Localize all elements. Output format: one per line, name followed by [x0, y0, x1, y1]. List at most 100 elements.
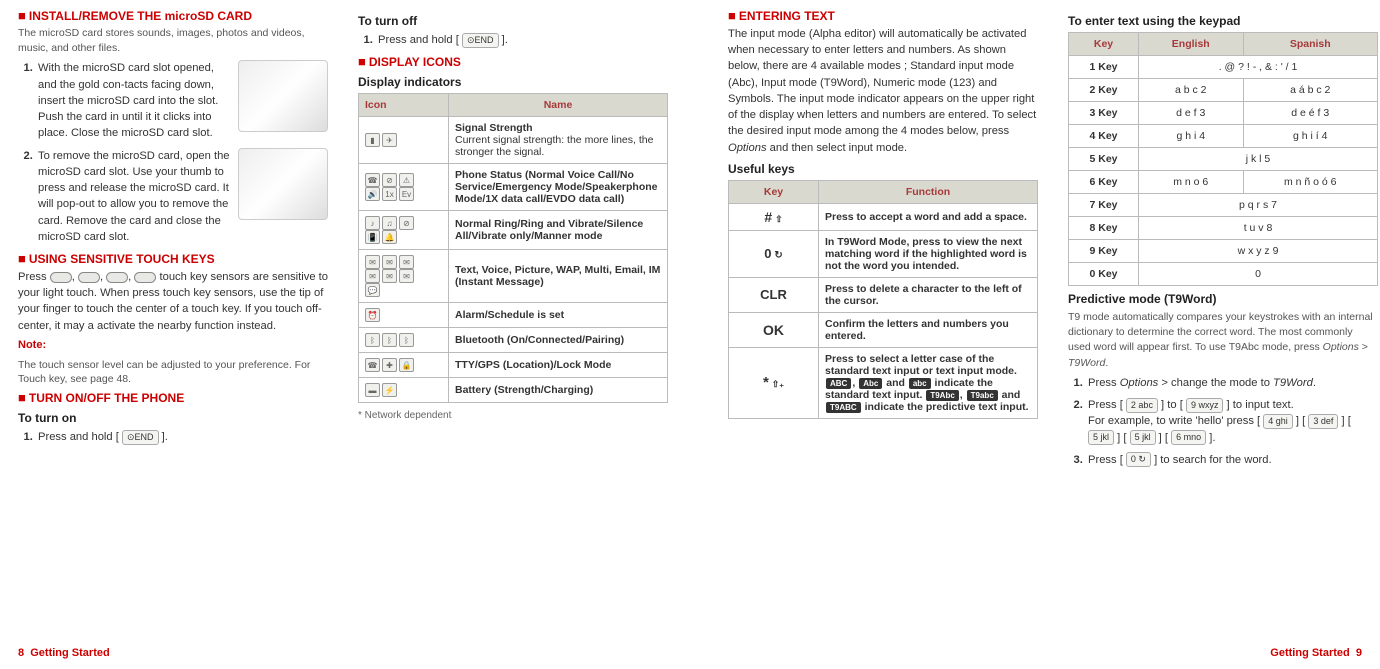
table-row: # ⇧ Press to accept a word and add a spa…	[729, 203, 1038, 230]
name-cell: Signal StrengthCurrent signal strength: …	[449, 117, 668, 164]
tty-icon: ☎	[365, 358, 380, 372]
func-cell: Press to select a letter case of the sta…	[819, 347, 1038, 418]
heading-onoff-text: TURN ON/OFF THE PHONE	[29, 391, 184, 405]
display-icons-table: Icon Name ▮✈ Signal StrengthCurrent sign…	[358, 93, 668, 403]
icon-cell: ☎⊘⚠🔊1xEv	[359, 164, 449, 211]
table-row: ♪♫⊘📳🔔 Normal Ring/Ring and Vibrate/Silen…	[359, 211, 668, 250]
install-steps: With the microSD card slot opened, and t…	[18, 60, 328, 245]
merged-cell: j k l 5	[1139, 148, 1378, 171]
manner-icon: 🔔	[382, 230, 397, 244]
table-row: ᛒᛒᛒ Bluetooth (On/Connected/Pairing)	[359, 328, 668, 353]
mode-abc-lower-icon: abc	[909, 378, 931, 389]
th-function: Function	[819, 180, 1038, 203]
column-4: To enter text using the keypad Key Engli…	[1068, 8, 1378, 474]
heading-indicators: Display indicators	[358, 75, 668, 89]
key-cell: * ⇧₊	[729, 347, 819, 418]
heading-touch-text: USING SENSITIVE TOUCH KEYS	[29, 252, 215, 266]
silence-icon: ⊘	[399, 216, 414, 230]
predictive-paragraph: T9 mode automatically compares your keys…	[1068, 310, 1378, 371]
note-label: Note:	[18, 338, 328, 354]
table-row: ▬⚡ Battery (Strength/Charging)	[359, 378, 668, 403]
th-english: English	[1139, 33, 1244, 56]
heading-entering-text-label: ENTERING TEXT	[739, 9, 835, 23]
heading-predictive: Predictive mode (T9Word)	[1068, 292, 1378, 306]
mode-abc-title-icon: Abc	[859, 378, 882, 389]
icon-cell: ▮✈	[359, 117, 449, 164]
func-cell: In T9Word Mode, press to view the next m…	[819, 230, 1038, 277]
install-step-1-text: With the microSD card slot opened, and t…	[38, 62, 218, 139]
bt-pair-icon: ᛒ	[399, 333, 414, 347]
table-row: * ⇧₊ Press to select a letter case of th…	[729, 347, 1038, 418]
icon-cell: ♪♫⊘📳🔔	[359, 211, 449, 250]
microsd-insert-image	[238, 60, 328, 132]
row-title: Signal Strength	[455, 122, 533, 134]
table-row: 8 Keyt u v 8	[1069, 217, 1378, 240]
key-cell: CLR	[729, 277, 819, 312]
name-cell: TTY/GPS (Location)/Lock Mode	[449, 353, 668, 378]
vibrate-icon: 📳	[365, 230, 380, 244]
mode-t9abc-upper-icon: T9ABC	[826, 402, 861, 413]
english-cell: g h i 4	[1139, 125, 1244, 148]
th-key: Key	[1069, 33, 1139, 56]
key-cell: 9 Key	[1069, 240, 1139, 263]
table-row: 0 Key0	[1069, 263, 1378, 286]
english-cell: m n o 6	[1139, 171, 1244, 194]
evdo-icon: Ev	[399, 187, 414, 201]
icon-cell: ᛒᛒᛒ	[359, 328, 449, 353]
text-icon: ✉	[365, 255, 380, 269]
heading-install-text: INSTALL/REMOVE THE microSD CARD	[29, 9, 252, 23]
intro-install: The microSD card stores sounds, images, …	[18, 26, 328, 56]
key-cell: 2 Key	[1069, 79, 1139, 102]
icon-cell: ✉✉✉✉✉✉💬	[359, 250, 449, 303]
signal-icon: ▮	[365, 133, 380, 147]
key-cell: 3 Key	[1069, 102, 1139, 125]
table-row: CLR Press to delete a character to the l…	[729, 277, 1038, 312]
onex-icon: 1x	[382, 187, 397, 201]
page-spread: ■INSTALL/REMOVE THE microSD CARD The mic…	[18, 8, 1362, 474]
section-label-right: Getting Started	[1270, 647, 1349, 659]
key-0-icon: 0 ↻	[1126, 452, 1151, 467]
icon-cell: ▬⚡	[359, 378, 449, 403]
note-body: The touch sensor level can be adjusted t…	[18, 358, 328, 386]
mode-t9abc-title-icon: T9Abc	[926, 390, 958, 401]
table-row: 7 Keyp q r s 7	[1069, 194, 1378, 217]
heading-display-icons-text: DISPLAY ICONS	[369, 55, 461, 69]
heading-display-icons: ■DISPLAY ICONS	[358, 54, 668, 69]
page-number-right: 9	[1356, 647, 1362, 659]
func-cell: Confirm the letters and numbers you ente…	[819, 312, 1038, 347]
key-9-icon: 9 wxyz	[1186, 398, 1224, 413]
install-step-2: To remove the microSD card, open the mic…	[36, 148, 328, 245]
key-3-icon: 3 def	[1308, 414, 1338, 429]
bt-conn-icon: ᛒ	[382, 333, 397, 347]
im-icon: 💬	[365, 283, 380, 297]
th-spanish: Spanish	[1243, 33, 1378, 56]
th-name: Name	[449, 94, 668, 117]
english-cell: d e f 3	[1139, 102, 1244, 125]
merged-cell: 0	[1139, 263, 1378, 286]
key-cell: 6 Key	[1069, 171, 1139, 194]
key-cell: 0 Key	[1069, 263, 1139, 286]
turn-on-step: Press and hold [ ⊙END ].	[36, 429, 328, 445]
heading-touch: ■USING SENSITIVE TOUCH KEYS	[18, 251, 328, 266]
column-2: To turn off Press and hold [ ⊙END ]. ■DI…	[358, 8, 668, 474]
key-4-icon: 4 ghi	[1263, 414, 1293, 429]
entering-text-paragraph: The input mode (Alpha editor) will autom…	[728, 26, 1038, 156]
network-footnote: * Network dependent	[358, 409, 668, 424]
th-key: Key	[729, 180, 819, 203]
page-footer: 8 Getting Started Getting Started 9	[18, 647, 1362, 659]
table-row: 5 Keyj k l 5	[1069, 148, 1378, 171]
name-cell: Bluetooth (On/Connected/Pairing)	[449, 328, 668, 353]
predictive-step-3: Press [ 0 ↻ ] to search for the word.	[1086, 452, 1378, 468]
install-step-2-text: To remove the microSD card, open the mic…	[38, 150, 230, 243]
merged-cell: t u v 8	[1139, 217, 1378, 240]
ringvib-icon: ♫	[382, 216, 397, 230]
footer-right: Getting Started 9	[1270, 647, 1362, 659]
alarm-icon: ⏰	[365, 308, 380, 322]
merged-cell: . @ ? ! - , & : ' / 1	[1139, 56, 1378, 79]
func-cell: Press to accept a word and add a space.	[819, 203, 1038, 230]
table-row: ⏰ Alarm/Schedule is set	[359, 303, 668, 328]
heading-useful-keys: Useful keys	[728, 162, 1038, 176]
predictive-step-1: Press Options > change the mode to T9Wor…	[1086, 375, 1378, 391]
spanish-cell: m n ñ o ó 6	[1243, 171, 1378, 194]
name-cell: Alarm/Schedule is set	[449, 303, 668, 328]
